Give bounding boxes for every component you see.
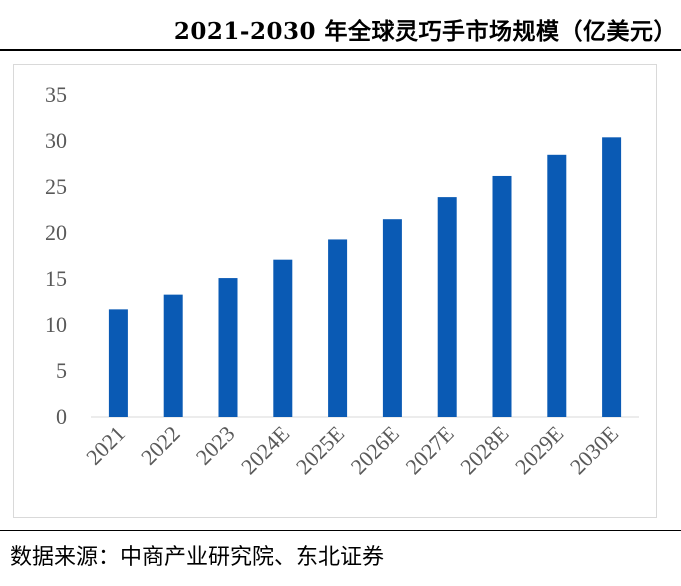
chart-area: 0 5 10 15 20 25 30 35 2021 2022 2023 2024E 2025E 2026… — [13, 64, 657, 518]
bar-2027E — [437, 197, 457, 417]
x-tick-label: 2028E — [455, 421, 513, 479]
bar-2029E — [547, 154, 567, 418]
bar-2022 — [163, 294, 183, 417]
x-tick-label: 2026E — [346, 421, 404, 479]
x-tick-label: 2022 — [136, 421, 185, 470]
x-tick-label: 2024E — [236, 421, 294, 479]
source-note: 数据来源：中商产业研究院、东北证券 — [10, 545, 385, 570]
bar-2024E — [273, 259, 293, 417]
x-tick-label: 2027E — [400, 421, 458, 479]
bar-2030E — [602, 137, 622, 417]
y-tick-label: 15 — [45, 266, 67, 291]
y-tick-label: 10 — [45, 312, 67, 337]
bar-chart: 0 5 10 15 20 25 30 35 2021 2022 20232024E2025E2026… — [45, 82, 639, 479]
y-tick-label: 0 — [56, 404, 67, 429]
bar-2023 — [218, 278, 238, 417]
y-tick-label: 5 — [56, 358, 67, 383]
x-tick-label: 2021 — [81, 421, 130, 470]
chart-title: 2021-2030 年全球灵巧手市场规模（亿美元） — [173, 18, 677, 45]
y-tick-label: 35 — [45, 82, 67, 107]
x-tick-label: 2029E — [510, 421, 568, 479]
bar-2025E — [328, 239, 348, 417]
title-divider — [0, 49, 681, 51]
y-tick-label: 30 — [45, 128, 67, 153]
x-tick-label: 2023 — [191, 421, 240, 470]
bar-2026E — [382, 219, 402, 417]
bar-2028E — [492, 175, 512, 417]
y-tick-label: 25 — [45, 174, 67, 199]
bar-2021 — [108, 309, 128, 417]
x-tick-label: 2025E — [291, 421, 349, 479]
source-divider — [0, 530, 681, 531]
x-tick-label: 2030E — [565, 421, 623, 479]
y-tick-label: 20 — [45, 220, 67, 245]
